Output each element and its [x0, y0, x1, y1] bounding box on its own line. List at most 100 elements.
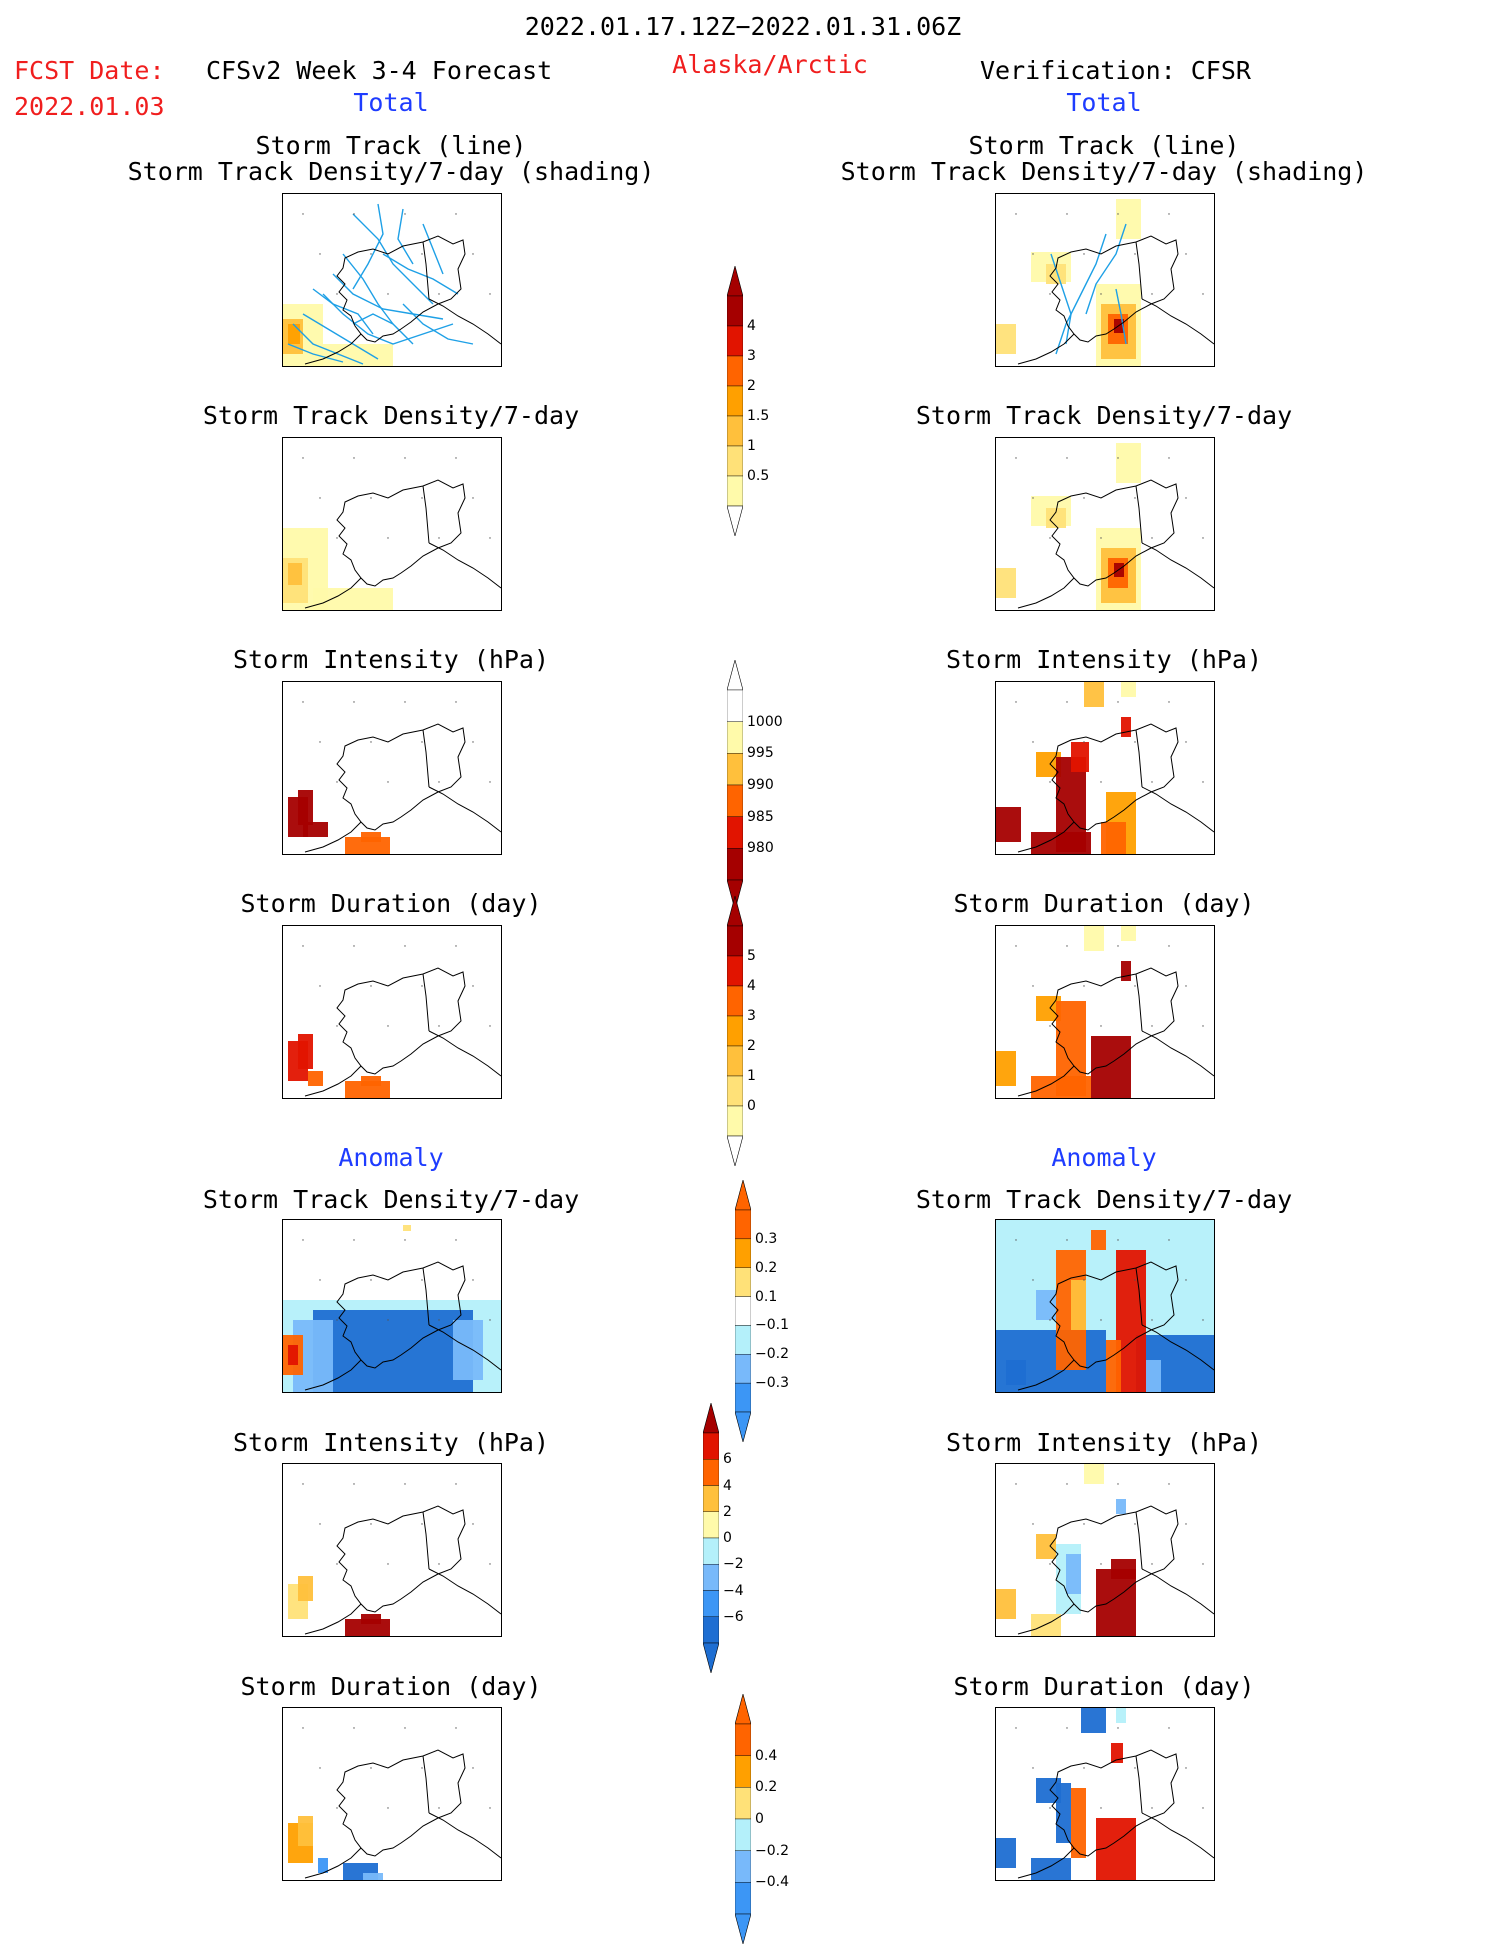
- graticule-dot: [455, 701, 457, 703]
- storm-track-line: [352, 203, 384, 290]
- graticule-dot: [387, 1807, 389, 1809]
- graticule-dot: [1083, 253, 1085, 255]
- shade-cell: [308, 1071, 323, 1086]
- anomaly-label-left: Anomaly: [338, 1143, 444, 1172]
- storm-track-line: [382, 253, 459, 295]
- coastline: [304, 1359, 362, 1391]
- graticule-dot: [1202, 1025, 1204, 1027]
- shade-cell: [1096, 1818, 1136, 1880]
- graticule-dot: [336, 1807, 338, 1809]
- storm-track-line: [312, 288, 374, 335]
- graticule-dot: [455, 1239, 457, 1241]
- right-total-label: Total: [1066, 88, 1142, 117]
- shade-cell: [1111, 1559, 1136, 1579]
- border-line: [1135, 1267, 1143, 1326]
- graticule-dot: [1032, 985, 1034, 987]
- coastline: [304, 821, 362, 853]
- shade-cell: [996, 1051, 1016, 1086]
- graticule-dot: [1117, 701, 1119, 703]
- colorbar-seg: [702, 1537, 720, 1565]
- shade-cell: [1081, 1708, 1106, 1733]
- graticule-dot: [1202, 293, 1204, 295]
- map-panel-10: [282, 1463, 502, 1637]
- graticule-dot: [1134, 253, 1136, 255]
- coastline: [1017, 333, 1075, 365]
- colorbar-tick-label: 0: [723, 1530, 732, 1546]
- storm-track-line: [1055, 233, 1107, 355]
- graticule-dot: [1015, 1727, 1017, 1729]
- panel-title-track-line-right: Storm Track (line): [968, 131, 1240, 160]
- border-line: [1135, 1511, 1143, 1570]
- graticule-dot: [455, 945, 457, 947]
- map-svg-6: [288, 945, 501, 1098]
- coastline: [1017, 1359, 1075, 1391]
- graticule-dot: [302, 1727, 304, 1729]
- coastline: [1017, 577, 1075, 609]
- graticule-dot: [1202, 1807, 1204, 1809]
- colorbar-seg: [734, 1818, 752, 1851]
- panel-title-anom-duration-right: Storm Duration (day): [953, 1672, 1255, 1701]
- graticule-dot: [1185, 1279, 1187, 1281]
- panel-title-anom-intensity-left: Storm Intensity (hPa): [232, 1428, 550, 1457]
- graticule-dot: [319, 253, 321, 255]
- coastline: [336, 1505, 466, 1613]
- colorbar-tick-label: −4: [723, 1582, 744, 1599]
- colorbar-tick-label: 1.5: [747, 408, 770, 424]
- graticule-dot: [1168, 1239, 1170, 1241]
- graticule-dot: [1168, 1727, 1170, 1729]
- graticule-dot: [1015, 1483, 1017, 1485]
- left-total-label: Total: [353, 88, 429, 117]
- graticule-dot: [1151, 537, 1153, 539]
- shade-cell: [1116, 1499, 1126, 1514]
- shade-cell: [1116, 199, 1141, 239]
- storm-track-line: [292, 323, 364, 365]
- colorbar-top-tri: [734, 1178, 752, 1211]
- graticule-dot: [1117, 1239, 1119, 1241]
- colorbar-seg: [702, 1432, 720, 1460]
- graticule-dot: [455, 1727, 457, 1729]
- storm-track-line: [342, 253, 394, 325]
- coastline: [1017, 1847, 1075, 1879]
- map-svg-13: [996, 1708, 1214, 1880]
- graticule-dot: [404, 457, 406, 459]
- shade-cell: [1071, 1788, 1086, 1858]
- panel-title-intensity-right: Storm Intensity (hPa): [945, 645, 1263, 674]
- graticule-dot: [1202, 537, 1204, 539]
- colorbar-tick-label: 980: [747, 840, 774, 857]
- colorbar-seg: [702, 1564, 720, 1591]
- map-panel-11: [995, 1463, 1215, 1637]
- graticule-dot: [421, 497, 423, 499]
- shade-cell: [288, 1345, 298, 1365]
- graticule-dot: [1168, 701, 1170, 703]
- border-line: [422, 1267, 430, 1326]
- border-line: [1135, 1755, 1143, 1814]
- graticule-dot: [404, 1727, 406, 1729]
- coastline: [428, 1568, 501, 1615]
- colorbar-tick-label: 4: [723, 1477, 732, 1494]
- panel-title-density-right: Storm Track Density/7-day: [915, 401, 1293, 430]
- graticule-dot: [1049, 1563, 1051, 1565]
- graticule-dot: [1134, 497, 1136, 499]
- graticule-dot: [1066, 1483, 1068, 1485]
- colorbar-top-tri: [726, 264, 744, 297]
- panel-title-anom-intensity-right: Storm Intensity (hPa): [945, 1428, 1263, 1457]
- storm-track-line: [402, 303, 474, 345]
- shade-cell: [1006, 1360, 1026, 1385]
- map-svg-12: [288, 1727, 501, 1880]
- graticule-dot: [1100, 781, 1102, 783]
- graticule-dot: [1168, 1483, 1170, 1485]
- graticule-dot: [1100, 1807, 1102, 1809]
- graticule-dot: [370, 985, 372, 987]
- graticule-dot: [370, 1767, 372, 1769]
- colorbar-seg: [734, 1787, 752, 1820]
- graticule-dot: [1100, 1025, 1102, 1027]
- graticule-dot: [370, 741, 372, 743]
- shade-cell: [1116, 1708, 1126, 1723]
- colorbar-top-tri: [702, 1401, 720, 1434]
- colorbar-tick-label: 0.4: [755, 1747, 778, 1764]
- colorbar-tick-label: −0.2: [755, 1346, 789, 1363]
- storm-track-line: [397, 208, 414, 265]
- colorbar-svg-density: [726, 264, 744, 538]
- region-title: Alaska/Arctic: [672, 50, 868, 79]
- colorbar-seg: [734, 1209, 752, 1240]
